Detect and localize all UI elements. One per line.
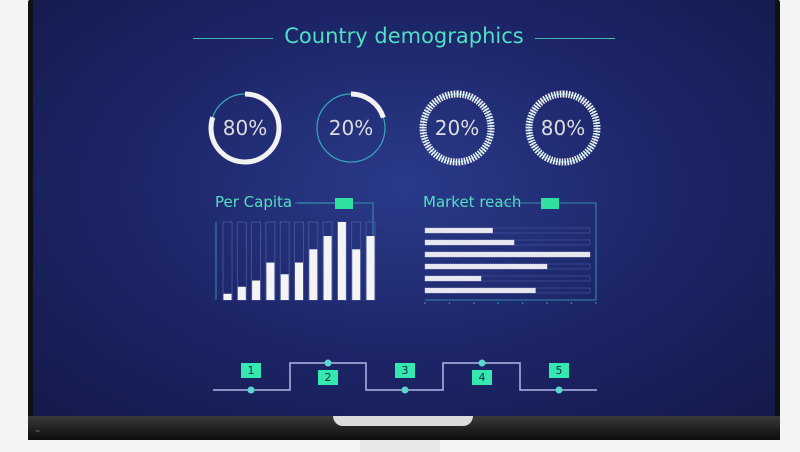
market-reach-title: Market reach	[423, 193, 522, 211]
bar	[424, 287, 536, 294]
timeline-node	[324, 359, 332, 367]
bar	[309, 249, 318, 300]
step-badge: 2	[318, 370, 338, 385]
timeline	[213, 359, 597, 394]
ring-label: 20%	[328, 116, 374, 140]
timeline-node	[401, 386, 409, 394]
x-tick	[424, 302, 426, 304]
bar	[424, 263, 548, 270]
frame-line	[499, 202, 597, 300]
bar	[337, 222, 346, 300]
step-badge: 1	[241, 363, 261, 378]
title-rule-right	[535, 38, 615, 39]
bar	[295, 262, 303, 300]
step-badge: 3	[395, 363, 415, 378]
ring-label: 80%	[540, 116, 586, 140]
ring-arc	[314, 91, 388, 165]
timeline-node	[247, 386, 255, 394]
title-rule-left	[193, 38, 273, 39]
bar	[237, 286, 246, 300]
x-tick	[448, 302, 451, 304]
ring-label: 80%	[222, 116, 268, 140]
bar	[352, 249, 361, 300]
x-tick	[570, 302, 573, 304]
bezel-notch	[333, 416, 473, 426]
timeline-node	[555, 386, 563, 394]
bar	[424, 275, 482, 282]
x-tick	[521, 302, 524, 304]
bar	[266, 262, 275, 300]
ring-arc	[208, 91, 282, 165]
x-tick	[595, 302, 597, 304]
ring-label: 20%	[434, 116, 480, 140]
ring-arc	[419, 90, 495, 166]
bar	[252, 280, 261, 300]
page-title: Country demographics	[284, 24, 524, 48]
rings	[208, 90, 601, 166]
step-badge: 4	[472, 370, 492, 385]
screen: Country demographics 80% 20% 20% 80% Per…	[33, 0, 775, 416]
bar	[280, 274, 289, 300]
bar	[366, 236, 375, 300]
monitor: Country demographics 80% 20% 20% 80% Per…	[28, 0, 780, 440]
bar	[424, 239, 515, 246]
bar	[323, 236, 332, 300]
per-capita-title: Per Capita	[215, 193, 293, 211]
stand	[360, 440, 440, 452]
x-tick	[473, 302, 475, 304]
chart-tag	[541, 198, 559, 209]
bar	[424, 251, 591, 258]
bar	[424, 227, 493, 234]
timeline-node	[478, 359, 486, 367]
chart-tag	[335, 198, 353, 209]
x-tick	[497, 302, 500, 304]
charts	[215, 202, 597, 304]
ring-arc	[525, 90, 601, 166]
x-tick	[546, 302, 548, 304]
brand-logo: ▭	[36, 428, 40, 433]
bar	[223, 293, 232, 300]
step-badge: 5	[549, 363, 569, 378]
